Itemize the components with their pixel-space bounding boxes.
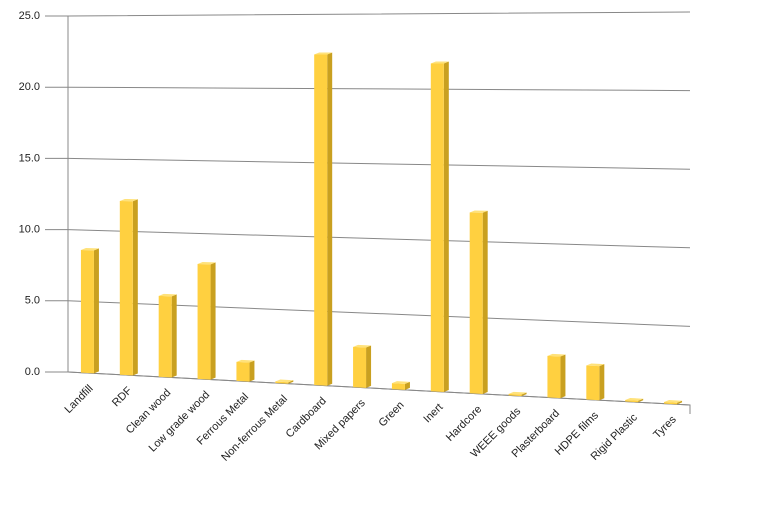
x-tick-label: Hardcore (444, 403, 484, 443)
bar-top (119, 198, 138, 202)
bar-side (521, 392, 527, 397)
bar-top (508, 391, 527, 395)
grid-line (45, 229, 691, 249)
bar-top (353, 344, 372, 348)
bar (508, 391, 527, 397)
bar-side (560, 354, 566, 399)
bar-front (197, 263, 211, 380)
bar-front (119, 200, 133, 376)
bar (314, 52, 333, 386)
bar (236, 359, 255, 382)
bar-top (314, 52, 333, 55)
bar-top (430, 61, 449, 64)
bar (353, 344, 372, 388)
bar (80, 247, 99, 374)
bar-side (93, 248, 99, 374)
bar-side (443, 61, 449, 392)
bar-front (508, 393, 522, 397)
bar-side (132, 199, 138, 376)
bar-side (638, 398, 644, 403)
bar-top (158, 293, 177, 297)
bar-top (664, 400, 683, 403)
bar-side (288, 380, 294, 384)
bar-top (547, 353, 566, 357)
x-tick-label: Landfill (62, 383, 95, 416)
bar-side (482, 210, 488, 395)
grid-line (45, 371, 691, 406)
bar-top (236, 359, 255, 363)
bar-front (275, 381, 289, 384)
bar-top (197, 261, 216, 265)
bar-front (353, 346, 367, 388)
bar-front (391, 383, 405, 390)
bar-side (677, 400, 683, 405)
x-tick-label: RDF (110, 385, 135, 410)
bar (586, 363, 605, 401)
bar (275, 379, 294, 384)
y-tick-label: 15.0 (19, 152, 40, 164)
bar-side (366, 345, 372, 388)
bar (119, 198, 138, 376)
bar (664, 400, 683, 405)
bar (391, 381, 410, 390)
bar-front (158, 295, 172, 378)
bar-front (430, 63, 444, 392)
bar (430, 61, 449, 392)
y-tick-label: 10.0 (19, 224, 40, 236)
bar-top (275, 379, 294, 383)
bar-top (586, 363, 605, 367)
bar-front (80, 249, 94, 374)
y-tick-label: 5.0 (25, 295, 40, 307)
x-tick-label: Inert (421, 401, 445, 425)
bar-front (625, 400, 639, 403)
y-tick-label: 0.0 (25, 366, 40, 378)
bar-side (249, 360, 255, 382)
bar-front (547, 355, 561, 399)
bar-side (210, 262, 216, 380)
bar-top (469, 210, 488, 213)
bar-front (236, 361, 250, 382)
bar-front (469, 212, 483, 395)
bar (158, 293, 177, 378)
bar-front (664, 402, 678, 405)
x-tick-label: Green (377, 399, 407, 429)
bar-top (625, 398, 644, 401)
y-tick-label: 20.0 (19, 81, 40, 93)
bar-side (327, 52, 333, 386)
bar-top (391, 381, 410, 384)
bar-side (599, 364, 605, 401)
bar (197, 261, 216, 380)
bar (547, 353, 566, 399)
bar-side (171, 294, 177, 378)
bar-top (80, 247, 99, 251)
y-tick-label: 25.0 (19, 10, 40, 22)
grid-line (45, 86, 691, 92)
grid-line (45, 300, 691, 327)
bar (625, 398, 644, 403)
bar-front (586, 365, 600, 401)
grid-line (45, 11, 691, 17)
bar (469, 210, 488, 395)
bar-front (314, 54, 328, 386)
grid-line (45, 157, 691, 170)
bar-side (404, 381, 410, 390)
x-tick-label: Tyres (651, 413, 679, 441)
